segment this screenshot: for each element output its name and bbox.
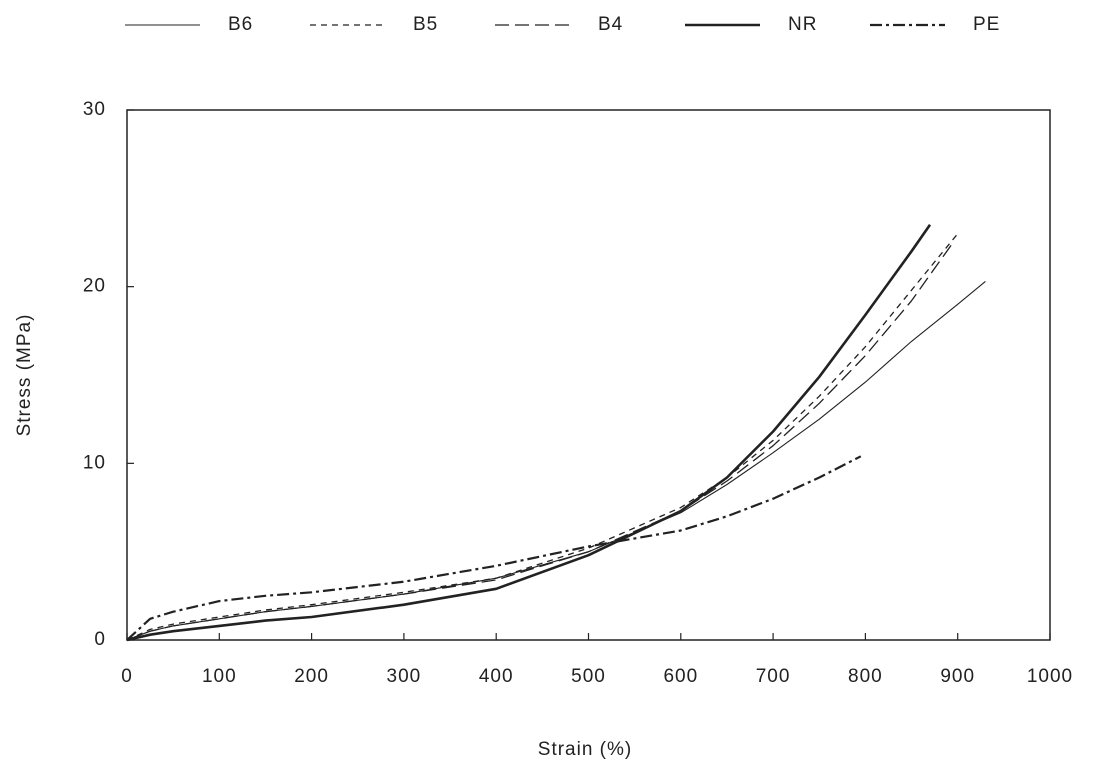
x-tick-label: 300: [387, 666, 422, 687]
x-tick-label: 900: [940, 666, 975, 687]
legend-label: B4: [598, 14, 623, 35]
legend-label: NR: [788, 14, 817, 35]
x-tick-label: 700: [756, 666, 791, 687]
plot-frame: [126, 109, 1051, 641]
x-tick-label: 200: [294, 666, 329, 687]
x-tick-label: 0: [121, 666, 133, 687]
x-tick-label: 400: [479, 666, 514, 687]
series-line: [126, 242, 954, 641]
x-tick-label: 600: [663, 666, 698, 687]
x-tick-label: 500: [571, 666, 606, 687]
y-axis-label: Stress (MPa): [14, 314, 35, 437]
legend-label: PE: [973, 14, 1000, 35]
y-tick-label: 0: [94, 629, 106, 650]
series-line: [126, 233, 959, 641]
x-tick-label: 800: [848, 666, 883, 687]
x-axis-label: Strain (%): [538, 739, 632, 760]
legend-label: B6: [228, 14, 253, 35]
series-line: [126, 224, 932, 642]
y-tick-label: 20: [83, 276, 106, 297]
x-tick-label: 1000: [1027, 666, 1073, 687]
legend-label: B5: [413, 14, 438, 35]
y-tick-label: 30: [83, 99, 106, 120]
series-line: [126, 455, 862, 641]
series-line: [126, 280, 986, 641]
x-tick-label: 100: [202, 666, 237, 687]
y-tick-label: 10: [83, 452, 106, 473]
